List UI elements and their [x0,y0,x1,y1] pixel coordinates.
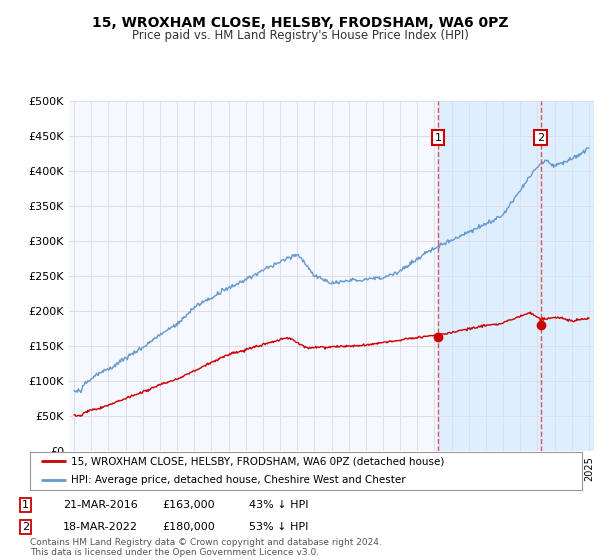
Bar [438,101,598,451]
Text: 2: 2 [537,133,544,143]
Text: 15, WROXHAM CLOSE, HELSBY, FRODSHAM, WA6 0PZ: 15, WROXHAM CLOSE, HELSBY, FRODSHAM, WA6… [92,16,508,30]
Text: 2: 2 [22,522,29,532]
Text: 1: 1 [434,133,442,143]
Text: 21-MAR-2016: 21-MAR-2016 [63,500,138,510]
Text: Contains HM Land Registry data © Crown copyright and database right 2024.
This d: Contains HM Land Registry data © Crown c… [30,538,382,557]
Text: 43% ↓ HPI: 43% ↓ HPI [249,500,308,510]
Text: £163,000: £163,000 [162,500,215,510]
Text: 18-MAR-2022: 18-MAR-2022 [63,522,138,532]
Text: Price paid vs. HM Land Registry's House Price Index (HPI): Price paid vs. HM Land Registry's House … [131,29,469,42]
Text: £180,000: £180,000 [162,522,215,532]
Text: HPI: Average price, detached house, Cheshire West and Chester: HPI: Average price, detached house, Ches… [71,475,406,485]
Text: 15, WROXHAM CLOSE, HELSBY, FRODSHAM, WA6 0PZ (detached house): 15, WROXHAM CLOSE, HELSBY, FRODSHAM, WA6… [71,456,445,466]
Text: 1: 1 [22,500,29,510]
Text: 53% ↓ HPI: 53% ↓ HPI [249,522,308,532]
